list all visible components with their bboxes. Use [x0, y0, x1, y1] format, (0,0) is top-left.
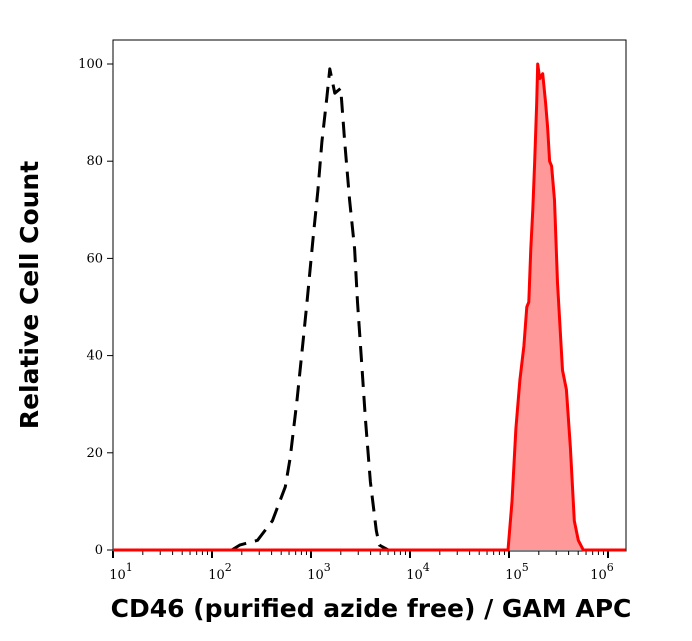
- x-tick-label: 104: [406, 561, 430, 583]
- y-tick-label: 80: [86, 154, 103, 169]
- x-tick-label: 101: [109, 561, 133, 583]
- series-line-0: [231, 67, 389, 552]
- x-tick-label: 105: [505, 561, 529, 583]
- x-tick-label: 106: [590, 561, 614, 583]
- x-axis-label: CD46 (purified azide free) / GAM APC: [111, 594, 632, 623]
- x-tick-label: 102: [208, 561, 232, 583]
- y-tick-label: 100: [78, 57, 103, 72]
- y-tick-label: 20: [86, 446, 103, 461]
- y-tick-label: 40: [86, 349, 103, 364]
- y-tick-label: 60: [86, 251, 103, 266]
- y-axis-label: Relative Cell Count: [15, 161, 44, 429]
- y-tick-label: 0: [95, 543, 103, 558]
- series-line-1: [113, 62, 626, 552]
- x-tick-label: 103: [307, 561, 331, 583]
